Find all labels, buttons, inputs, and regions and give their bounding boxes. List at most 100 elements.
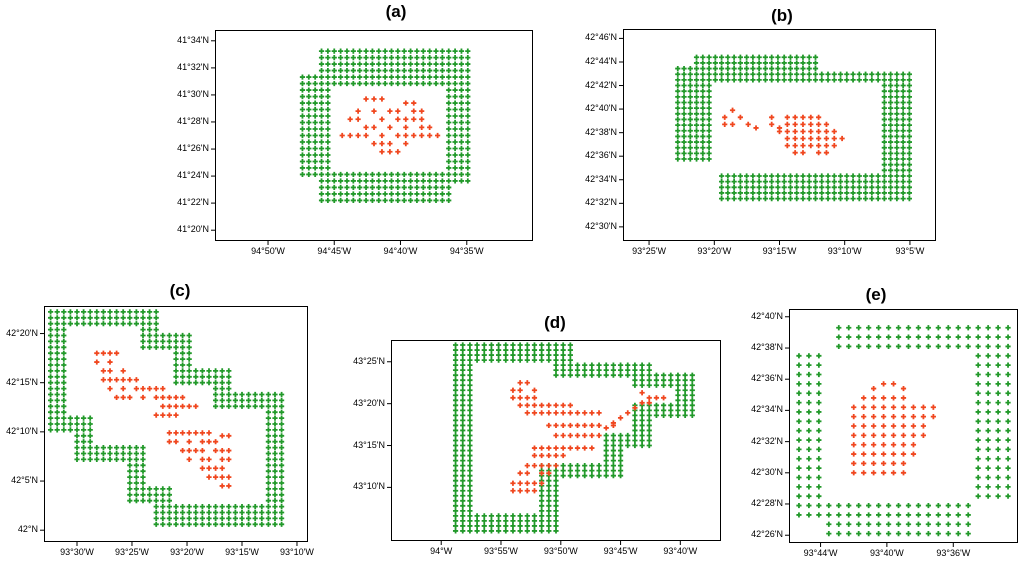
buffer-point bbox=[935, 521, 941, 527]
domain-point bbox=[403, 141, 409, 147]
buffer-point bbox=[48, 415, 54, 421]
buffer-point bbox=[213, 521, 219, 527]
domain-point bbox=[792, 114, 798, 120]
domain-point bbox=[531, 463, 538, 469]
domain-point bbox=[206, 430, 212, 436]
domain-point bbox=[517, 480, 523, 486]
buffer-point bbox=[239, 504, 245, 510]
buffer-point bbox=[452, 362, 459, 368]
buffer-point bbox=[318, 106, 325, 113]
buffer-point bbox=[693, 54, 700, 60]
buffer-point bbox=[625, 367, 631, 373]
buffer-point bbox=[610, 437, 616, 444]
domain-point bbox=[213, 474, 219, 480]
buffer-point bbox=[682, 382, 688, 388]
buffer-point bbox=[458, 178, 465, 184]
domain-point bbox=[851, 442, 857, 448]
buffer-point bbox=[687, 65, 693, 72]
buffer-point bbox=[279, 450, 285, 457]
buffer-point bbox=[446, 106, 452, 113]
buffer-point bbox=[775, 54, 781, 60]
buffer-point bbox=[1005, 446, 1011, 452]
buffer-point bbox=[265, 515, 271, 521]
buffer-point bbox=[844, 71, 850, 77]
buffer-point bbox=[806, 381, 812, 387]
buffer-point bbox=[272, 391, 278, 398]
buffer-point bbox=[617, 367, 624, 373]
buffer-point bbox=[74, 439, 80, 445]
buffer-point bbox=[452, 352, 459, 358]
buffer-point bbox=[700, 122, 706, 128]
buffer-point bbox=[439, 197, 445, 204]
buffer-point bbox=[888, 71, 894, 77]
buffer-point bbox=[458, 67, 465, 74]
buffer-point bbox=[74, 456, 80, 462]
buffer-point bbox=[350, 184, 356, 191]
buffer-point bbox=[363, 178, 369, 184]
buffer-point bbox=[279, 456, 285, 462]
buffer-point bbox=[467, 402, 473, 408]
buffer-point bbox=[905, 512, 912, 518]
buffer-point bbox=[279, 462, 285, 468]
buffer-point bbox=[87, 321, 93, 327]
buffer-point bbox=[467, 342, 473, 348]
buffer-point bbox=[750, 179, 756, 185]
domain-point bbox=[900, 460, 907, 467]
buffer-point bbox=[596, 468, 602, 474]
buffer-point bbox=[48, 315, 54, 321]
buffer-point bbox=[806, 184, 812, 190]
domain-point bbox=[419, 116, 425, 122]
buffer-point bbox=[474, 342, 480, 348]
buffer-point bbox=[54, 380, 60, 386]
domain-point bbox=[582, 422, 588, 429]
buffer-point bbox=[718, 65, 725, 72]
buffer-point bbox=[862, 196, 869, 202]
buffer-point bbox=[48, 409, 54, 415]
buffer-point bbox=[299, 80, 306, 87]
y-tick-label: 42°46'N bbox=[585, 32, 617, 43]
buffer-point bbox=[312, 145, 318, 152]
buffer-point bbox=[140, 498, 146, 504]
buffer-point bbox=[781, 196, 787, 202]
buffer-point bbox=[232, 397, 238, 403]
domain-point bbox=[419, 124, 425, 130]
buffer-point bbox=[975, 362, 981, 368]
buffer-point bbox=[81, 427, 87, 433]
buffer-point bbox=[856, 77, 862, 83]
buffer-point bbox=[246, 504, 252, 510]
buffer-point bbox=[888, 111, 894, 117]
domain-point bbox=[510, 480, 516, 486]
buffer-point bbox=[796, 502, 802, 509]
buffer-point bbox=[639, 417, 645, 423]
domain-point bbox=[890, 414, 897, 420]
buffer-point bbox=[769, 196, 775, 202]
domain-point bbox=[395, 132, 401, 139]
buffer-point bbox=[199, 515, 205, 521]
buffer-point bbox=[312, 113, 318, 119]
buffer-point bbox=[382, 178, 388, 184]
buffer-point bbox=[762, 65, 769, 72]
buffer-point bbox=[452, 493, 459, 499]
buffer-point bbox=[153, 338, 159, 344]
buffer-point bbox=[995, 484, 1001, 490]
buffer-point bbox=[539, 347, 545, 353]
buffer-point bbox=[147, 309, 153, 315]
buffer-point bbox=[819, 77, 825, 83]
buffer-point bbox=[259, 509, 265, 516]
buffer-point bbox=[731, 71, 737, 77]
buffer-point bbox=[915, 502, 922, 509]
buffer-point bbox=[681, 128, 687, 134]
buffer-point bbox=[265, 439, 271, 445]
buffer-point bbox=[906, 145, 912, 151]
domain-point bbox=[900, 395, 907, 401]
buffer-point bbox=[74, 415, 80, 421]
buffer-point bbox=[769, 71, 775, 77]
domain-point bbox=[553, 445, 559, 451]
domain-point bbox=[553, 452, 559, 459]
buffer-point bbox=[246, 515, 252, 521]
domain-point bbox=[539, 402, 545, 408]
buffer-point bbox=[420, 74, 426, 80]
buffer-point bbox=[206, 515, 212, 521]
buffer-point bbox=[894, 133, 900, 140]
buffer-point bbox=[712, 71, 718, 77]
